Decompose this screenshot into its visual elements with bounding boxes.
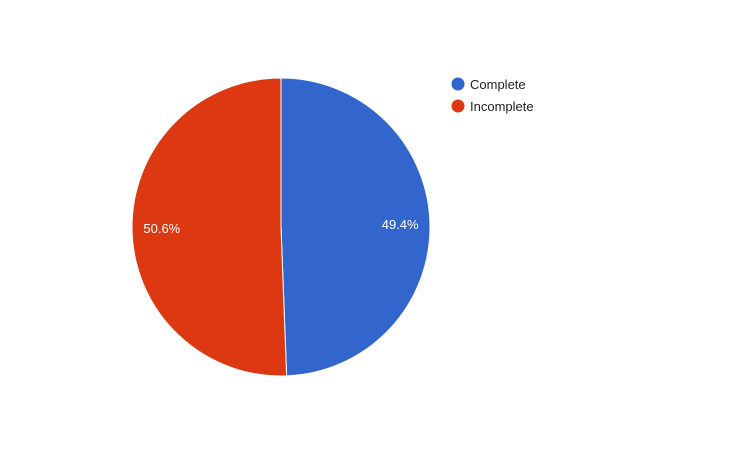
- pie-slice-labels: 49.4% 50.6%: [143, 217, 419, 236]
- legend-swatch-incomplete: [451, 99, 465, 113]
- legend-label-incomplete: Incomplete: [470, 99, 534, 114]
- slice-label-incomplete: 50.6%: [143, 221, 180, 236]
- legend: Complete Incomplete: [451, 77, 534, 114]
- pie-slice-complete[interactable]: [280, 77, 431, 377]
- slice-label-complete: 49.4%: [382, 217, 419, 232]
- legend-item-incomplete[interactable]: Incomplete: [451, 99, 534, 114]
- legend-label-complete: Complete: [470, 77, 526, 92]
- pie-slices: [131, 77, 431, 377]
- pie-slice-incomplete[interactable]: [131, 77, 288, 377]
- legend-item-complete[interactable]: Complete: [451, 77, 526, 92]
- legend-swatch-complete: [451, 77, 465, 91]
